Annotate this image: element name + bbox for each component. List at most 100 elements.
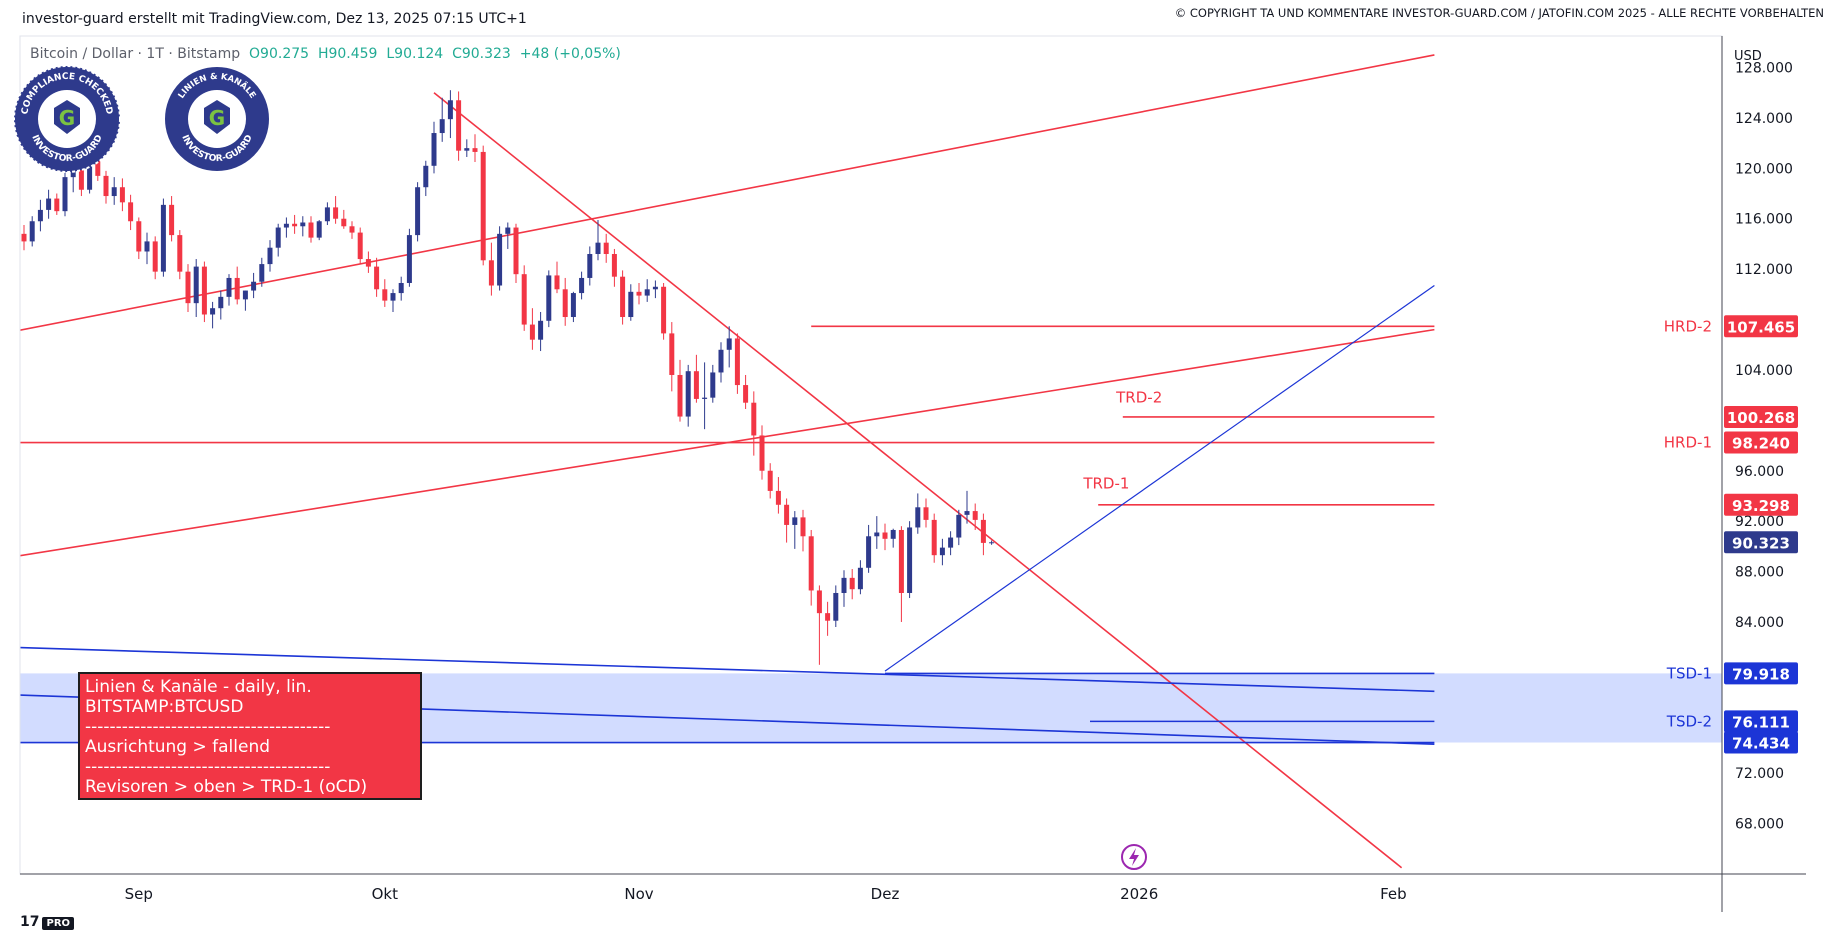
candle-down[interactable]: [743, 385, 749, 403]
candle-down[interactable]: [103, 175, 109, 197]
candle-down[interactable]: [636, 291, 642, 296]
candle-down[interactable]: [849, 577, 855, 590]
candle-up[interactable]: [46, 198, 52, 210]
candle-up[interactable]: [726, 338, 732, 350]
candle-up[interactable]: [29, 221, 35, 242]
candle-down[interactable]: [825, 613, 831, 621]
candle-down[interactable]: [620, 276, 626, 318]
candle-down[interactable]: [472, 148, 478, 152]
candle-up[interactable]: [447, 100, 453, 120]
candle-up[interactable]: [587, 254, 593, 278]
candle-down[interactable]: [693, 371, 699, 399]
candle-down[interactable]: [816, 590, 822, 614]
candle-down[interactable]: [784, 504, 790, 525]
candle-up[interactable]: [398, 282, 404, 294]
candle-up[interactable]: [210, 308, 216, 315]
candle-up[interactable]: [111, 187, 117, 197]
candle-down[interactable]: [767, 470, 773, 491]
candle-down[interactable]: [169, 204, 175, 236]
candle-up[interactable]: [316, 221, 322, 238]
candle-down[interactable]: [898, 529, 904, 593]
candle-up[interactable]: [546, 275, 552, 321]
candle-up[interactable]: [275, 227, 281, 248]
candle-down[interactable]: [480, 151, 486, 261]
candle-up[interactable]: [505, 227, 511, 234]
candle-up[interactable]: [579, 277, 585, 294]
candle-down[interactable]: [529, 324, 535, 340]
price-label-79.918[interactable]: 79.918 TSD-1: [1666, 662, 1798, 685]
candle-down[interactable]: [923, 507, 929, 520]
candle-down[interactable]: [611, 254, 617, 277]
alert-icon[interactable]: [1121, 844, 1147, 870]
candle-up[interactable]: [267, 247, 273, 265]
candle-down[interactable]: [751, 402, 757, 436]
candle-down[interactable]: [734, 338, 740, 386]
candle-up[interactable]: [570, 293, 576, 318]
candle-up[interactable]: [431, 133, 437, 166]
analysis-info-box[interactable]: Linien & Kanäle - daily, lin. BITSTAMP:B…: [78, 672, 422, 800]
candle-down[interactable]: [185, 271, 191, 304]
candle-up[interactable]: [251, 281, 257, 291]
candle-down[interactable]: [357, 232, 363, 260]
candle-down[interactable]: [677, 374, 683, 417]
candle-up[interactable]: [628, 291, 634, 318]
candle-up[interactable]: [300, 222, 306, 227]
candle-down[interactable]: [456, 100, 462, 151]
candle-up[interactable]: [423, 165, 429, 188]
price-label-107.465[interactable]: 107.465 HRD-2: [1664, 315, 1798, 338]
candle-down[interactable]: [513, 227, 519, 275]
candle-up[interactable]: [538, 320, 544, 340]
candle-down[interactable]: [669, 333, 675, 375]
candle-up[interactable]: [685, 371, 691, 417]
candle-up[interactable]: [160, 204, 166, 272]
candle-up[interactable]: [907, 527, 913, 593]
candle-up[interactable]: [415, 187, 421, 236]
candle-up[interactable]: [390, 293, 396, 301]
candle-up[interactable]: [939, 547, 945, 556]
candle-up[interactable]: [718, 349, 724, 373]
candle-down[interactable]: [882, 532, 888, 539]
candle-up[interactable]: [144, 241, 150, 252]
candle-down[interactable]: [234, 277, 240, 300]
candle-down[interactable]: [972, 511, 978, 520]
price-label-74.434[interactable]: 74.434: [1724, 731, 1798, 754]
candle-up[interactable]: [193, 266, 199, 304]
candle-up[interactable]: [497, 233, 503, 286]
price-label-76.111[interactable]: 76.111 TSD-2: [1666, 710, 1798, 733]
candle-down[interactable]: [382, 289, 388, 301]
candle-up[interactable]: [218, 296, 224, 309]
price-label-90.323[interactable]: 90.323: [1724, 531, 1798, 554]
candle-down[interactable]: [931, 519, 937, 556]
candle-up[interactable]: [866, 536, 872, 568]
candle-up[interactable]: [710, 372, 716, 398]
candle-down[interactable]: [980, 519, 986, 543]
candle-down[interactable]: [808, 536, 814, 591]
candle-up[interactable]: [464, 148, 470, 151]
candle-up[interactable]: [595, 242, 601, 255]
candle-up[interactable]: [833, 592, 839, 621]
symbol-title[interactable]: Bitcoin / Dollar · 1T · Bitstamp: [30, 46, 241, 62]
candle-down[interactable]: [54, 198, 60, 212]
candle-up[interactable]: [964, 511, 970, 515]
candle-down[interactable]: [603, 242, 609, 255]
candle-down[interactable]: [775, 490, 781, 505]
candle-down[interactable]: [521, 274, 527, 325]
candle-down[interactable]: [661, 286, 667, 334]
candle-down[interactable]: [488, 260, 494, 286]
candle-down[interactable]: [341, 218, 347, 227]
candle-up[interactable]: [283, 223, 289, 228]
candle-down[interactable]: [152, 241, 158, 272]
candle-down[interactable]: [119, 187, 125, 203]
candle-down[interactable]: [177, 235, 183, 272]
candle-down[interactable]: [136, 221, 142, 252]
candle-down[interactable]: [201, 266, 207, 315]
candle-up[interactable]: [915, 507, 921, 528]
candle-up[interactable]: [226, 277, 232, 297]
candle-up[interactable]: [792, 517, 798, 525]
candle-up[interactable]: [62, 177, 68, 212]
candle-down[interactable]: [292, 223, 298, 227]
candle-up[interactable]: [652, 286, 658, 290]
candle-up[interactable]: [324, 207, 330, 222]
candle-down[interactable]: [21, 233, 27, 242]
